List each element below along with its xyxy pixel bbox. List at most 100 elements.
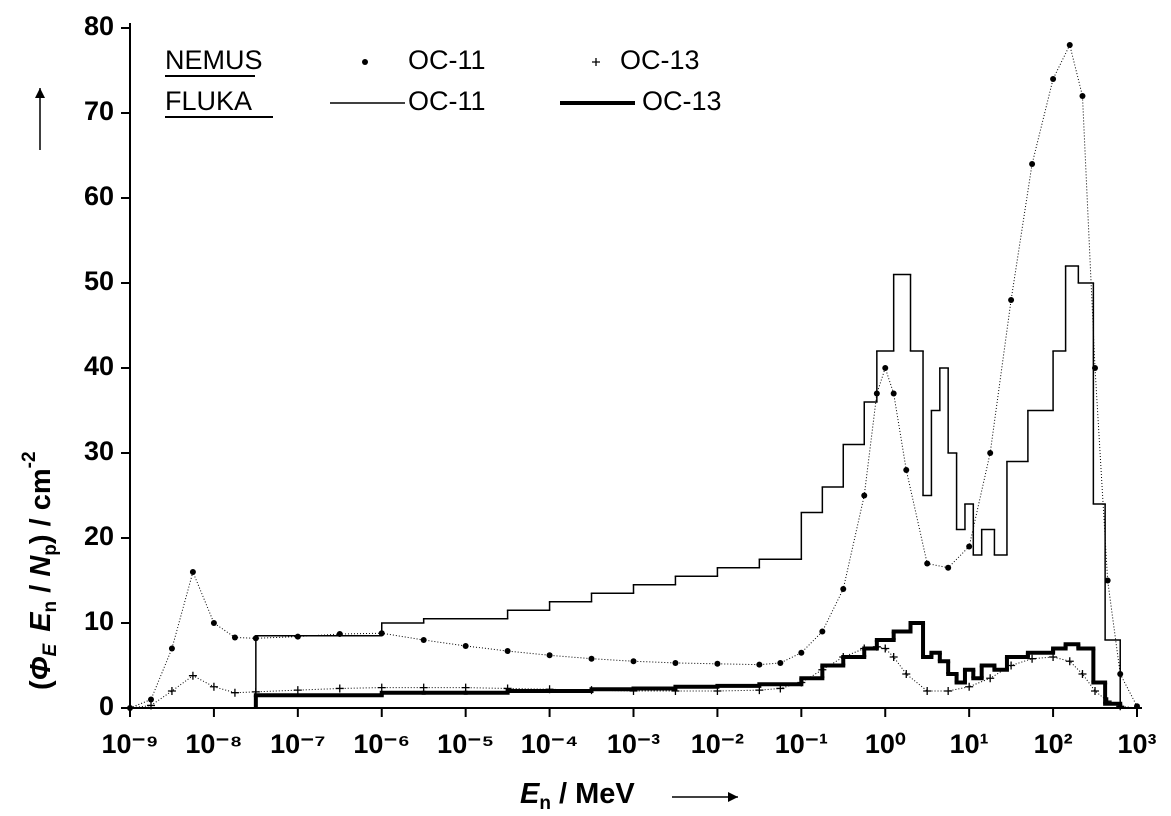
- data-point: [1104, 577, 1111, 584]
- data-point: [546, 652, 553, 659]
- legend-group: NEMUS: [165, 45, 263, 75]
- y-label-part: n: [40, 601, 61, 613]
- data-point: [167, 687, 176, 695]
- x-tick-label: 10⁻⁵: [437, 729, 494, 759]
- data-point: [1079, 93, 1086, 99]
- y-axis-label-group: (ΦEEn / Np) / cm-2: [19, 451, 61, 690]
- data-point: [630, 658, 637, 665]
- x-tick-label: 10²: [1034, 729, 1073, 759]
- data-point: [1066, 42, 1073, 48]
- data-point: [777, 659, 784, 666]
- y-label-part: -2: [19, 451, 40, 468]
- x-tick-label: 10⁻¹: [775, 729, 828, 759]
- data-point: [462, 642, 469, 649]
- y-tick-label: 40: [84, 351, 114, 381]
- y-tick-label: 10: [84, 606, 114, 636]
- x-tick-label: 10⁻⁴: [521, 729, 579, 759]
- data-point: [126, 704, 134, 712]
- y-label-part: E: [40, 642, 61, 656]
- series-line: [129, 646, 1138, 709]
- x-arrow: [672, 792, 738, 802]
- data-point: [714, 660, 721, 667]
- data-point: [210, 620, 217, 626]
- data-point: [1029, 161, 1036, 167]
- data-point: [1008, 297, 1015, 303]
- x-tick-label: 10⁻²: [691, 729, 744, 759]
- data-point: [923, 687, 932, 695]
- data-point: [147, 701, 156, 710]
- data-point: [902, 670, 911, 678]
- y-tick-label: 80: [84, 11, 114, 41]
- x-tick-label: 10¹: [950, 729, 989, 759]
- data-point: [819, 628, 826, 635]
- y-label-part: Φ: [25, 656, 57, 680]
- data-point: [335, 684, 344, 693]
- legend-label: OC-11: [408, 45, 486, 75]
- data-point: [986, 674, 995, 683]
- data-point: [798, 649, 805, 656]
- y-tick-label: 50: [84, 266, 114, 296]
- x-label-part: E: [520, 778, 541, 810]
- x-tick-label: 10⁻⁸: [185, 729, 242, 759]
- data-point: [231, 634, 238, 641]
- data-point: [168, 645, 175, 652]
- y-label-part: p: [40, 544, 61, 556]
- data-point: [230, 688, 239, 697]
- legend-swatch: [592, 58, 600, 66]
- data-point: [1065, 657, 1074, 666]
- x-tick-label: 10⁻⁷: [270, 729, 325, 759]
- x-tick-label: 10⁻⁶: [353, 729, 410, 759]
- y-label-part: (: [25, 680, 57, 690]
- data-point: [1091, 687, 1100, 695]
- y-axis-label: (ΦEEn / Np) / cm-2: [19, 451, 61, 690]
- data-point: [861, 492, 868, 499]
- data-point: [188, 671, 197, 680]
- y-tick-label: 0: [99, 691, 114, 721]
- data-point: [209, 682, 218, 691]
- y-label-part: N: [25, 555, 57, 577]
- x-axis-label: En / MeV: [520, 778, 635, 814]
- x-tick-label: 10⁻³: [607, 729, 660, 759]
- data-point: [588, 655, 595, 662]
- y-arrow: [35, 88, 45, 150]
- data-point: [756, 661, 763, 668]
- x-label-part: / MeV: [551, 778, 635, 810]
- y-label-part: E: [25, 611, 57, 632]
- data-point: [882, 365, 889, 371]
- data-point: [965, 682, 974, 691]
- y-label-part: ) / cm: [25, 468, 57, 544]
- y-tick-label: 70: [84, 96, 114, 126]
- data-point: [1133, 704, 1141, 712]
- y-tick-label: 30: [84, 436, 114, 466]
- data-point: [148, 696, 155, 703]
- data-point: [377, 683, 386, 692]
- data-point: [966, 543, 973, 550]
- y-tick-label: 20: [84, 521, 114, 551]
- data-point: [987, 450, 994, 456]
- series-line: [129, 43, 1138, 709]
- data-point: [420, 637, 427, 643]
- x-tick-label: 10³: [1117, 729, 1156, 759]
- x-label-part: n: [539, 793, 551, 814]
- data-point: [840, 586, 847, 592]
- data-point: [189, 569, 196, 575]
- legend-label: OC-13: [620, 45, 700, 75]
- legend-swatch: [362, 59, 368, 65]
- y-tick-label: 60: [84, 181, 114, 211]
- data-point: [881, 644, 890, 653]
- legend-label: OC-13: [642, 86, 722, 116]
- data-point: [889, 653, 898, 661]
- data-point: [672, 659, 679, 666]
- data-point: [890, 390, 897, 397]
- data-point: [903, 467, 910, 473]
- data-point: [294, 633, 301, 640]
- step-riser: [255, 266, 1121, 708]
- data-point: [924, 560, 931, 567]
- data-point: [945, 564, 952, 571]
- data-point: [504, 648, 511, 655]
- legend-label: OC-11: [408, 86, 486, 116]
- y-label-part: /: [25, 577, 57, 601]
- data-point: [293, 686, 302, 695]
- data-point: [419, 683, 428, 692]
